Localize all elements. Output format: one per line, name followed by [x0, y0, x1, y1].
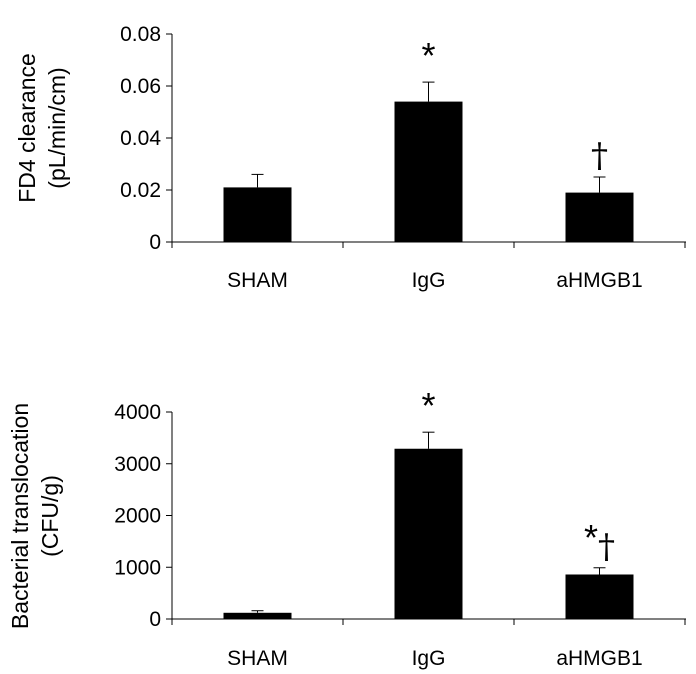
y-tick-label: 0.04: [120, 127, 161, 150]
y-axis-title: Bacterial translocation (CFU/g): [7, 403, 63, 629]
bar-ahmgb1: [565, 574, 634, 619]
y-tick-label: 4000: [114, 401, 161, 424]
significance-marker: *: [421, 385, 435, 426]
y-tick-label: 0.08: [120, 23, 161, 46]
significance-marker: *†: [584, 517, 615, 567]
y-axis-title-line1: Bacterial translocation: [7, 403, 33, 629]
significance-marker: *: [421, 35, 435, 76]
y-tick-label: 1000: [114, 556, 161, 579]
bacterial-translocation-chart: Bacterial translocation (CFU/g) 0 1000 200…: [7, 385, 686, 670]
y-tick-label: 2000: [114, 505, 161, 528]
bar-igg: [394, 448, 463, 619]
x-category-label: IgG: [412, 647, 446, 670]
x-category-label: aHMGB1: [556, 647, 642, 670]
bar-sham: [223, 187, 292, 242]
significance-marker: †: [591, 136, 608, 176]
fd4-clearance-chart: FD4 clearance (pL/min/cm) 0 0.02 0.04 0.06 0…: [14, 23, 686, 292]
y-axis-title: FD4 clearance (pL/min/cm): [14, 53, 70, 203]
y-tick-label: 0.06: [120, 75, 161, 98]
bar-igg: [394, 101, 463, 242]
y-tick-label: 0.02: [120, 179, 161, 202]
x-category-label: IgG: [412, 269, 446, 292]
bar-sham: [223, 612, 292, 619]
x-category-label: SHAM: [227, 647, 288, 670]
y-tick-label: 0: [149, 231, 161, 254]
y-axis-title-line2: (CFU/g): [37, 475, 63, 557]
y-tick-label: 0: [149, 608, 161, 631]
x-category-label: aHMGB1: [556, 269, 642, 292]
y-axis-title-line2: (pL/min/cm): [44, 67, 70, 188]
x-category-label: SHAM: [227, 269, 288, 292]
y-tick-label: 3000: [114, 453, 161, 476]
y-axis-title-line1: FD4 clearance: [14, 53, 40, 203]
bar-ahmgb1: [565, 192, 634, 242]
